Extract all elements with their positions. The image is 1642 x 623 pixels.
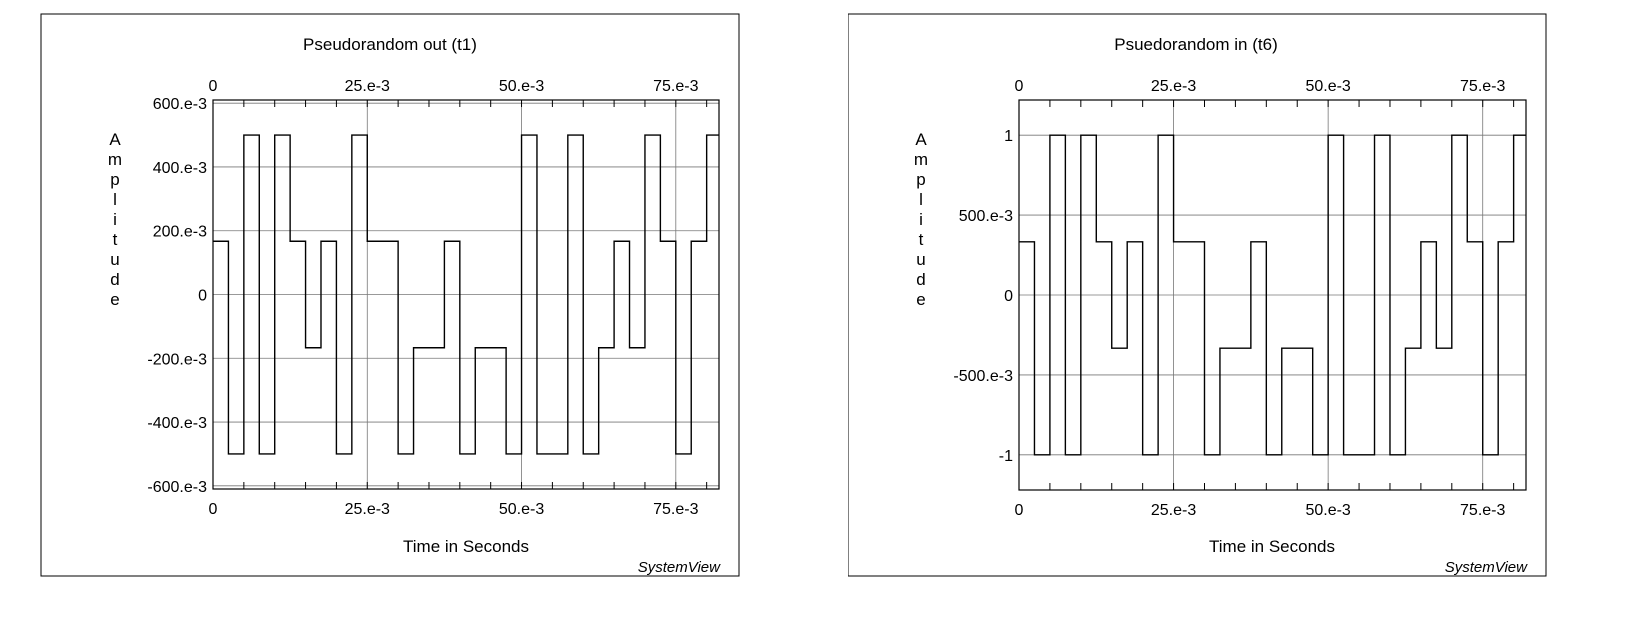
x-tick-label-bottom: 25.e-3 [345,501,390,518]
x-tick-label-top: 75.e-3 [653,78,698,95]
chart-title: Psuedorandom in (t6) [1114,35,1277,54]
x-tick-label-bottom: 0 [1015,502,1024,519]
systemview-watermark: SystemView [638,559,721,576]
chart-panel-pseudorandom-in: Psuedorandom in (t6) Time in Seconds Amp… [847,0,1608,605]
x-tick-label-top: 75.e-3 [1460,78,1505,95]
plot-border [212,99,720,490]
y-tick-label: 0 [198,288,207,305]
x-tick-label-top: 0 [209,78,218,95]
y-tick-label: -500.e-3 [953,368,1013,385]
y-tick-label: -600.e-3 [147,479,207,496]
x-tick-label-top: 0 [1015,78,1024,95]
plot-area: 600.e-3 400.e-3 200.e-3 0 -200.e-3 -400.e-3 -6… [147,78,720,518]
y-tick-label: 400.e-3 [153,160,207,177]
chart-frame [847,13,1547,577]
x-axis-label: Time in Seconds [1209,537,1335,556]
x-tick-label-top: 50.e-3 [1305,78,1350,95]
chart-panel-pseudorandom-out: Pseudorandom out (t1) Time in Seconds Am… [0,0,760,605]
chart-svg: Pseudorandom out (t1) Time in Seconds Am… [40,13,740,577]
signal-series-line [1019,134,1526,456]
systemview-watermark: SystemView [1445,559,1528,576]
y-tick-label: 600.e-3 [153,96,207,113]
y-axis-label: Amplitude [912,130,931,310]
y-axis-label: Amplitude [106,130,125,310]
y-tick-label: 0 [1004,288,1013,305]
y-tick-label: -200.e-3 [147,351,207,368]
x-tick-label-top: 25.e-3 [1151,78,1196,95]
y-tick-label: 1 [1004,128,1013,145]
x-tick-label-bottom: 75.e-3 [653,501,698,518]
plot-area: 1 500.e-3 0 -500.e-3 -1 0 0 25.e-3 25.e-3 50.e-3 5… [953,78,1527,519]
signal-series-line [213,134,719,455]
plot-border [1018,99,1527,491]
chart-svg: Psuedorandom in (t6) Time in Seconds Amp… [847,13,1547,577]
chart-title: Pseudorandom out (t1) [303,35,477,54]
y-tick-label: -400.e-3 [147,415,207,432]
x-tick-label-top: 50.e-3 [499,78,544,95]
y-tick-label: -1 [999,448,1013,465]
x-tick-label-top: 25.e-3 [345,78,390,95]
x-axis-label: Time in Seconds [403,537,529,556]
x-tick-label-bottom: 50.e-3 [1305,502,1350,519]
x-tick-label-bottom: 75.e-3 [1460,502,1505,519]
x-tick-label-bottom: 25.e-3 [1151,502,1196,519]
y-tick-label: 500.e-3 [959,208,1013,225]
x-tick-label-bottom: 50.e-3 [499,501,544,518]
chart-frame [40,13,740,577]
y-tick-label: 200.e-3 [153,224,207,241]
x-tick-label-bottom: 0 [209,501,218,518]
